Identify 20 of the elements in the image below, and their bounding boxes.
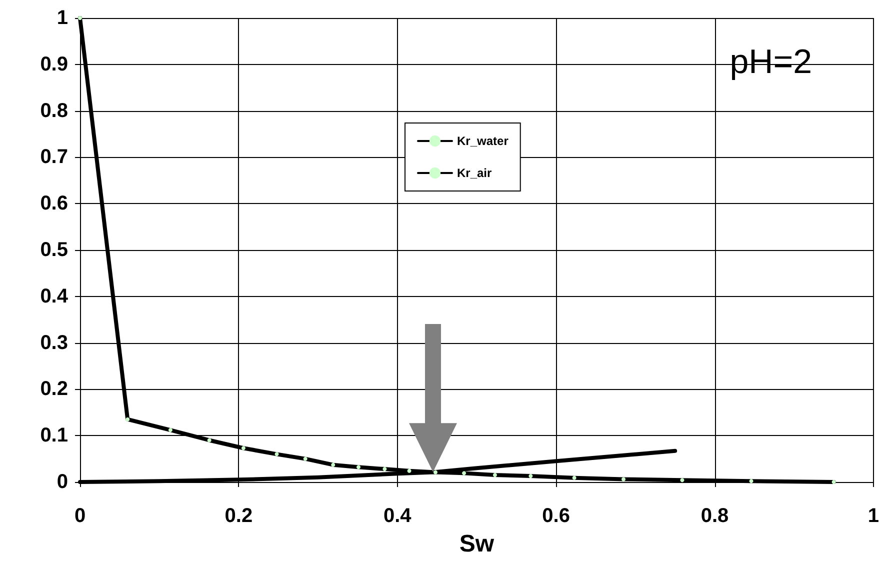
- legend-label: Kr_air: [457, 166, 492, 180]
- x-tick-label: 0.8: [700, 505, 729, 527]
- y-tick-label: 0.3: [40, 332, 68, 354]
- y-tick-label: 0.5: [40, 239, 68, 261]
- y-tick-label: 0.8: [40, 100, 68, 122]
- y-tick-label: 0.2: [40, 378, 68, 400]
- x-tick-label: 0.4: [383, 505, 412, 527]
- y-tick-label: 0.4: [40, 285, 69, 308]
- y-tick-label: 0: [56, 471, 68, 493]
- y-tick-label: 0.9: [40, 53, 68, 76]
- x-tick-label: 1: [868, 505, 879, 527]
- y-tick-label: 0.1: [40, 424, 68, 447]
- x-tick-label: 0.6: [542, 505, 570, 527]
- legend-label: Kr_water: [457, 134, 509, 148]
- y-tick-label: 0.6: [40, 192, 68, 215]
- y-tick-label: 1: [56, 7, 68, 29]
- y-tick-label: 0.7: [40, 146, 68, 168]
- x-axis-title: Sw: [459, 530, 494, 558]
- x-tick-label: 0: [74, 505, 86, 527]
- x-tick-label: 0.2: [224, 505, 253, 527]
